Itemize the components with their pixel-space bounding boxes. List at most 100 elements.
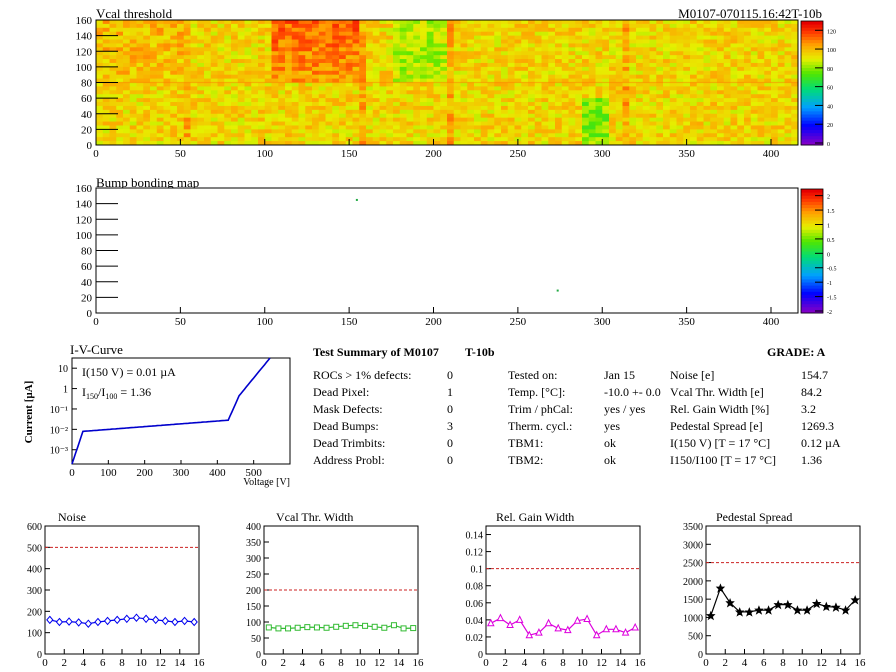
vcal-cell bbox=[636, 109, 644, 115]
vcal-cell bbox=[717, 70, 725, 76]
vcal-cell bbox=[298, 133, 306, 138]
vcal-cell bbox=[555, 121, 563, 126]
data-point bbox=[487, 618, 495, 627]
vcal-cell bbox=[723, 82, 731, 87]
vcal-cell bbox=[555, 70, 563, 76]
vcal-cell bbox=[669, 23, 677, 29]
vcal-cell bbox=[771, 86, 779, 91]
vcal-cell bbox=[264, 82, 272, 87]
vcal-cell bbox=[298, 59, 306, 64]
vcal-cell bbox=[764, 62, 772, 68]
vcal-cell bbox=[595, 59, 603, 64]
vcal-cell bbox=[433, 133, 441, 138]
vcal-cell bbox=[737, 137, 745, 142]
vcal-cell bbox=[190, 133, 198, 138]
vcal-cell bbox=[561, 70, 569, 76]
vcal-cell bbox=[258, 129, 266, 134]
vcal-cell bbox=[190, 125, 198, 130]
vcal-cell bbox=[467, 70, 475, 76]
vcal-cell bbox=[406, 43, 414, 48]
vcal-cell bbox=[534, 94, 542, 99]
vcal-cell bbox=[163, 43, 171, 48]
vcal-cell bbox=[318, 51, 326, 56]
vcal-cell bbox=[399, 117, 407, 122]
vcal-cell bbox=[217, 102, 225, 107]
vcal-cell bbox=[609, 113, 617, 119]
vcal-cell bbox=[676, 43, 684, 48]
vcal-cell bbox=[258, 109, 266, 115]
vcal-cell bbox=[649, 102, 657, 107]
summary-label-left: Dead Bumps: bbox=[313, 419, 379, 433]
vcal-cell bbox=[156, 27, 164, 33]
vcal-cell bbox=[318, 59, 326, 64]
vcal-cell bbox=[507, 47, 515, 52]
vcal-cell bbox=[548, 86, 556, 91]
vcal-cell bbox=[244, 109, 252, 115]
vcal-palette-label: 60 bbox=[827, 86, 833, 92]
vcal-cell bbox=[764, 59, 772, 64]
summary-label-right: Vcal Thr. Width [e] bbox=[670, 385, 764, 399]
vcal-cell bbox=[386, 109, 394, 115]
vcal-cell bbox=[487, 62, 495, 68]
vcal-cell bbox=[129, 94, 137, 99]
vcal-cell bbox=[298, 125, 306, 130]
vcal-cell bbox=[190, 51, 198, 56]
vcal-cell bbox=[703, 105, 711, 111]
vcal-cell bbox=[447, 137, 455, 142]
vcal-cell bbox=[204, 20, 212, 25]
vcal-cell bbox=[413, 129, 421, 134]
vcal-cell bbox=[386, 62, 394, 68]
vcal-cell bbox=[568, 66, 576, 72]
vcal-cell bbox=[332, 121, 340, 126]
bottom-xtick-label: 14 bbox=[615, 657, 627, 669]
vcal-cell bbox=[352, 82, 360, 87]
vcal-cell bbox=[197, 102, 205, 107]
vcal-cell bbox=[298, 98, 306, 103]
vcal-cell bbox=[474, 109, 482, 115]
vcal-cell bbox=[305, 117, 313, 122]
vcal-cell bbox=[501, 70, 509, 76]
vcal-cell bbox=[386, 137, 394, 142]
vcal-cell bbox=[231, 66, 239, 72]
vcal-threshold-map: Vcal threshold 0 50 100 150 200 250 300 350 4000… bbox=[76, 6, 837, 160]
vcal-cell bbox=[642, 137, 650, 142]
vcal-cell bbox=[777, 66, 785, 72]
vcal-cell bbox=[717, 141, 725, 146]
vcal-cell bbox=[663, 90, 671, 95]
vcal-cell bbox=[116, 137, 124, 142]
bump-palette-step bbox=[801, 247, 823, 252]
vcal-cell bbox=[183, 102, 191, 107]
vcal-cell bbox=[136, 90, 144, 95]
vcal-cell bbox=[136, 27, 144, 33]
vcal-cell bbox=[561, 59, 569, 64]
vcal-cell bbox=[453, 82, 461, 87]
vcal-cell bbox=[622, 121, 630, 126]
vcal-cell bbox=[561, 82, 569, 87]
vcal-cell bbox=[723, 74, 731, 79]
vcal-cell bbox=[642, 51, 650, 56]
vcal-cell bbox=[629, 90, 637, 95]
vcal-cell bbox=[285, 133, 293, 138]
vcal-cell bbox=[433, 31, 441, 37]
vcal-cell bbox=[251, 105, 259, 111]
vcal-cell bbox=[393, 55, 401, 60]
vcal-cell bbox=[170, 47, 178, 52]
vcal-cell bbox=[305, 23, 313, 29]
vcal-cell bbox=[136, 78, 144, 83]
vcal-cell bbox=[345, 35, 353, 40]
vcal-cell bbox=[237, 59, 245, 64]
vcal-cell bbox=[244, 121, 252, 126]
vcal-cell bbox=[318, 23, 326, 29]
vcal-cell bbox=[521, 98, 529, 103]
vcal-cell bbox=[251, 55, 259, 60]
vcal-cell bbox=[251, 121, 259, 126]
vcal-cell bbox=[555, 31, 563, 37]
vcal-cell bbox=[440, 66, 448, 72]
vcal-cell bbox=[386, 70, 394, 76]
vcal-cell bbox=[636, 125, 644, 130]
vcal-cell bbox=[777, 121, 785, 126]
vcal-cell bbox=[210, 51, 218, 56]
vcal-cell bbox=[217, 105, 225, 111]
vcal-cell bbox=[210, 102, 218, 107]
vcal-cell bbox=[318, 55, 326, 60]
